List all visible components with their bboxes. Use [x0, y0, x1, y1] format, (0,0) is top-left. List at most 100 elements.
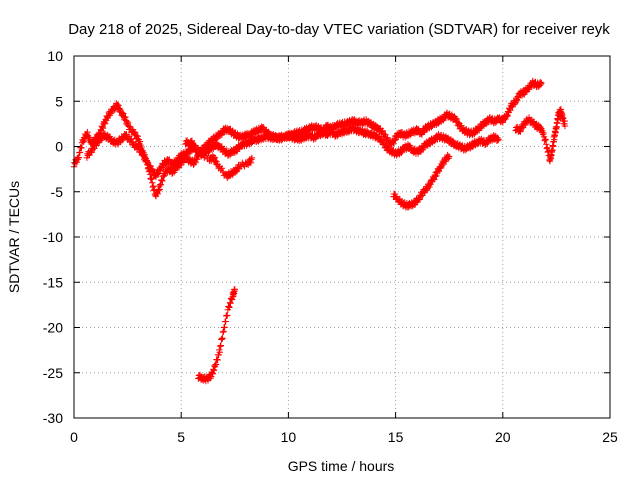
data-point: [157, 181, 165, 189]
y-axis-label: SDTVAR / TECUs: [6, 181, 22, 293]
data-point: [375, 132, 383, 140]
data-point: [144, 159, 152, 166]
data-point: [150, 182, 157, 190]
data-point: [544, 144, 551, 151]
x-tick-label: 0: [70, 429, 78, 445]
y-tick-label: -20: [43, 320, 63, 336]
data-point: [73, 159, 80, 166]
data-point: [84, 132, 92, 139]
data-point: [439, 161, 446, 169]
data-point: [494, 136, 502, 144]
data-point: [215, 351, 222, 359]
data-point: [128, 135, 135, 143]
data-point: [390, 140, 397, 147]
data-point: [122, 113, 129, 121]
data-point: [225, 303, 233, 311]
data-point: [139, 149, 147, 156]
data-point: [504, 112, 511, 120]
data-point: [120, 113, 128, 120]
data-point: [85, 134, 93, 141]
data-point: [444, 151, 451, 159]
data-point: [220, 328, 227, 335]
data-point: [495, 136, 502, 143]
data-point: [188, 137, 196, 144]
data-point: [213, 158, 220, 165]
data-point: [211, 154, 219, 162]
data-point: [196, 150, 203, 157]
data-point: [224, 312, 231, 319]
data-point: [247, 159, 255, 167]
data-point: [207, 374, 214, 382]
data-point: [88, 149, 95, 156]
data-point: [136, 138, 144, 145]
y-tick-label: 0: [55, 139, 63, 155]
data-point: [142, 155, 150, 162]
data-point: [384, 134, 391, 141]
data-point: [427, 181, 434, 188]
data-point: [493, 137, 501, 144]
data-point: [101, 120, 109, 127]
data-point: [446, 153, 453, 160]
data-point: [516, 127, 524, 134]
data-point: [211, 362, 218, 370]
data-point: [89, 146, 96, 153]
data-point: [149, 166, 156, 173]
data-point: [155, 187, 162, 194]
data-point: [214, 356, 221, 364]
data-point: [160, 173, 167, 180]
data-point: [149, 179, 156, 186]
data-point: [115, 102, 122, 109]
data-point: [538, 79, 545, 87]
data-point: [537, 80, 545, 88]
data-point: [124, 119, 132, 127]
data-point: [541, 135, 549, 143]
data-point: [513, 96, 520, 103]
data-point: [191, 157, 199, 165]
data-point: [78, 144, 85, 152]
data-point: [425, 182, 433, 189]
data-point: [199, 151, 206, 158]
data-point: [537, 126, 545, 133]
data-point: [76, 149, 84, 156]
data-point: [391, 190, 399, 198]
y-tick-label: -30: [43, 410, 63, 426]
data-point: [154, 190, 161, 198]
data-point: [518, 125, 525, 133]
series-end-cluster: [512, 106, 569, 165]
grid: [74, 56, 610, 418]
y-tick-label: 5: [55, 93, 63, 109]
data-point: [202, 152, 210, 159]
data-point: [99, 124, 106, 131]
data-point: [437, 163, 444, 170]
series-dropout-segment-a: [195, 286, 238, 385]
data-point: [541, 137, 548, 144]
data-point: [87, 147, 95, 155]
data-point: [135, 142, 142, 150]
data-point: [212, 361, 220, 368]
data-point: [116, 106, 124, 113]
data-point: [120, 110, 127, 117]
x-tick-label: 20: [495, 429, 511, 445]
data-point: [512, 99, 519, 106]
axes: 0 5 10 15 20 25 -30 -25 -20 -15 -10 -5 0 5 10: [43, 48, 618, 445]
y-tick-label: 10: [47, 48, 63, 64]
data-point: [426, 183, 433, 191]
data-point: [75, 154, 83, 161]
data-point: [429, 177, 436, 185]
data-point: [84, 128, 91, 136]
data-point: [212, 157, 219, 165]
data-point: [192, 159, 199, 166]
data-point: [191, 145, 199, 153]
data-point: [231, 286, 238, 293]
data-point: [209, 370, 217, 378]
data-point: [388, 141, 396, 149]
data-point: [80, 138, 87, 146]
chart-title: Day 218 of 2025, Sidereal Day-to-day VTE…: [68, 21, 610, 38]
data-point: [542, 136, 549, 144]
data-point: [432, 173, 439, 180]
data-point: [99, 125, 107, 132]
data-point: [424, 185, 431, 192]
data-point: [227, 300, 234, 307]
data-point: [147, 176, 155, 183]
data-point: [453, 115, 460, 123]
